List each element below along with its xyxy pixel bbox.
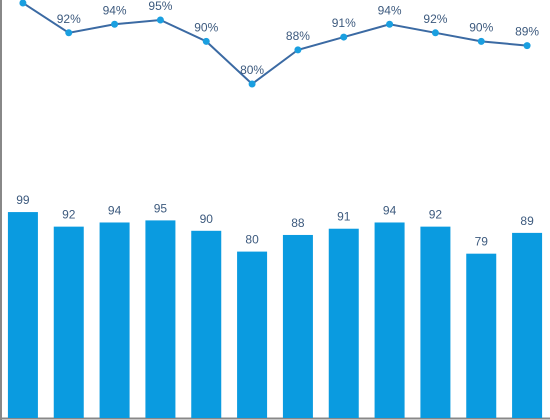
line-value-label: 91%	[332, 16, 356, 30]
line-point	[386, 20, 394, 28]
line-value-label: 80%	[240, 63, 264, 77]
bar	[53, 226, 84, 418]
bar-value-label: 99	[16, 193, 30, 207]
bar-value-label: 92	[429, 208, 443, 222]
line-point	[477, 37, 485, 45]
line-value-label: 94%	[103, 3, 127, 17]
bar	[512, 232, 543, 418]
line-point	[294, 46, 302, 54]
bar-value-label: 92	[62, 208, 76, 222]
line	[22, 2, 528, 86]
bar-value-label: 79	[475, 235, 489, 249]
bar	[191, 230, 222, 418]
bar	[7, 212, 38, 418]
bar-value-label: 94	[108, 203, 122, 217]
bar-value-label: 80	[245, 233, 259, 247]
line-point	[523, 42, 531, 50]
line-point	[340, 33, 348, 41]
line-value-label: 90%	[194, 20, 218, 34]
bar	[374, 222, 405, 418]
line-value-label: 90%	[469, 20, 493, 34]
bar-value-label: 89	[520, 214, 534, 228]
line-value-label: 94%	[378, 3, 402, 17]
bar-value-label: 88	[291, 216, 305, 230]
bar-value-label: 90	[200, 212, 214, 226]
line-point	[202, 37, 210, 45]
line-value-label: 92%	[423, 12, 447, 26]
line-point	[156, 16, 164, 24]
line-point	[248, 80, 256, 88]
line-value-label: 89%	[515, 25, 539, 39]
bar	[282, 234, 313, 418]
bar	[466, 253, 497, 418]
line-value-label: 88%	[286, 29, 310, 43]
bar	[237, 251, 268, 418]
bar	[420, 226, 451, 418]
line-point	[19, 0, 27, 7]
bar-value-label: 95	[154, 201, 168, 215]
bar	[145, 220, 176, 418]
line-point	[65, 29, 73, 37]
bar-value-label: 94	[383, 203, 397, 217]
bar	[99, 222, 130, 418]
line-point	[111, 20, 119, 28]
bar	[328, 228, 359, 418]
line-value-label: 92%	[57, 12, 81, 26]
bar-value-label: 91	[337, 210, 351, 224]
line-point	[431, 29, 439, 37]
line-value-label: 95%	[148, 0, 172, 13]
